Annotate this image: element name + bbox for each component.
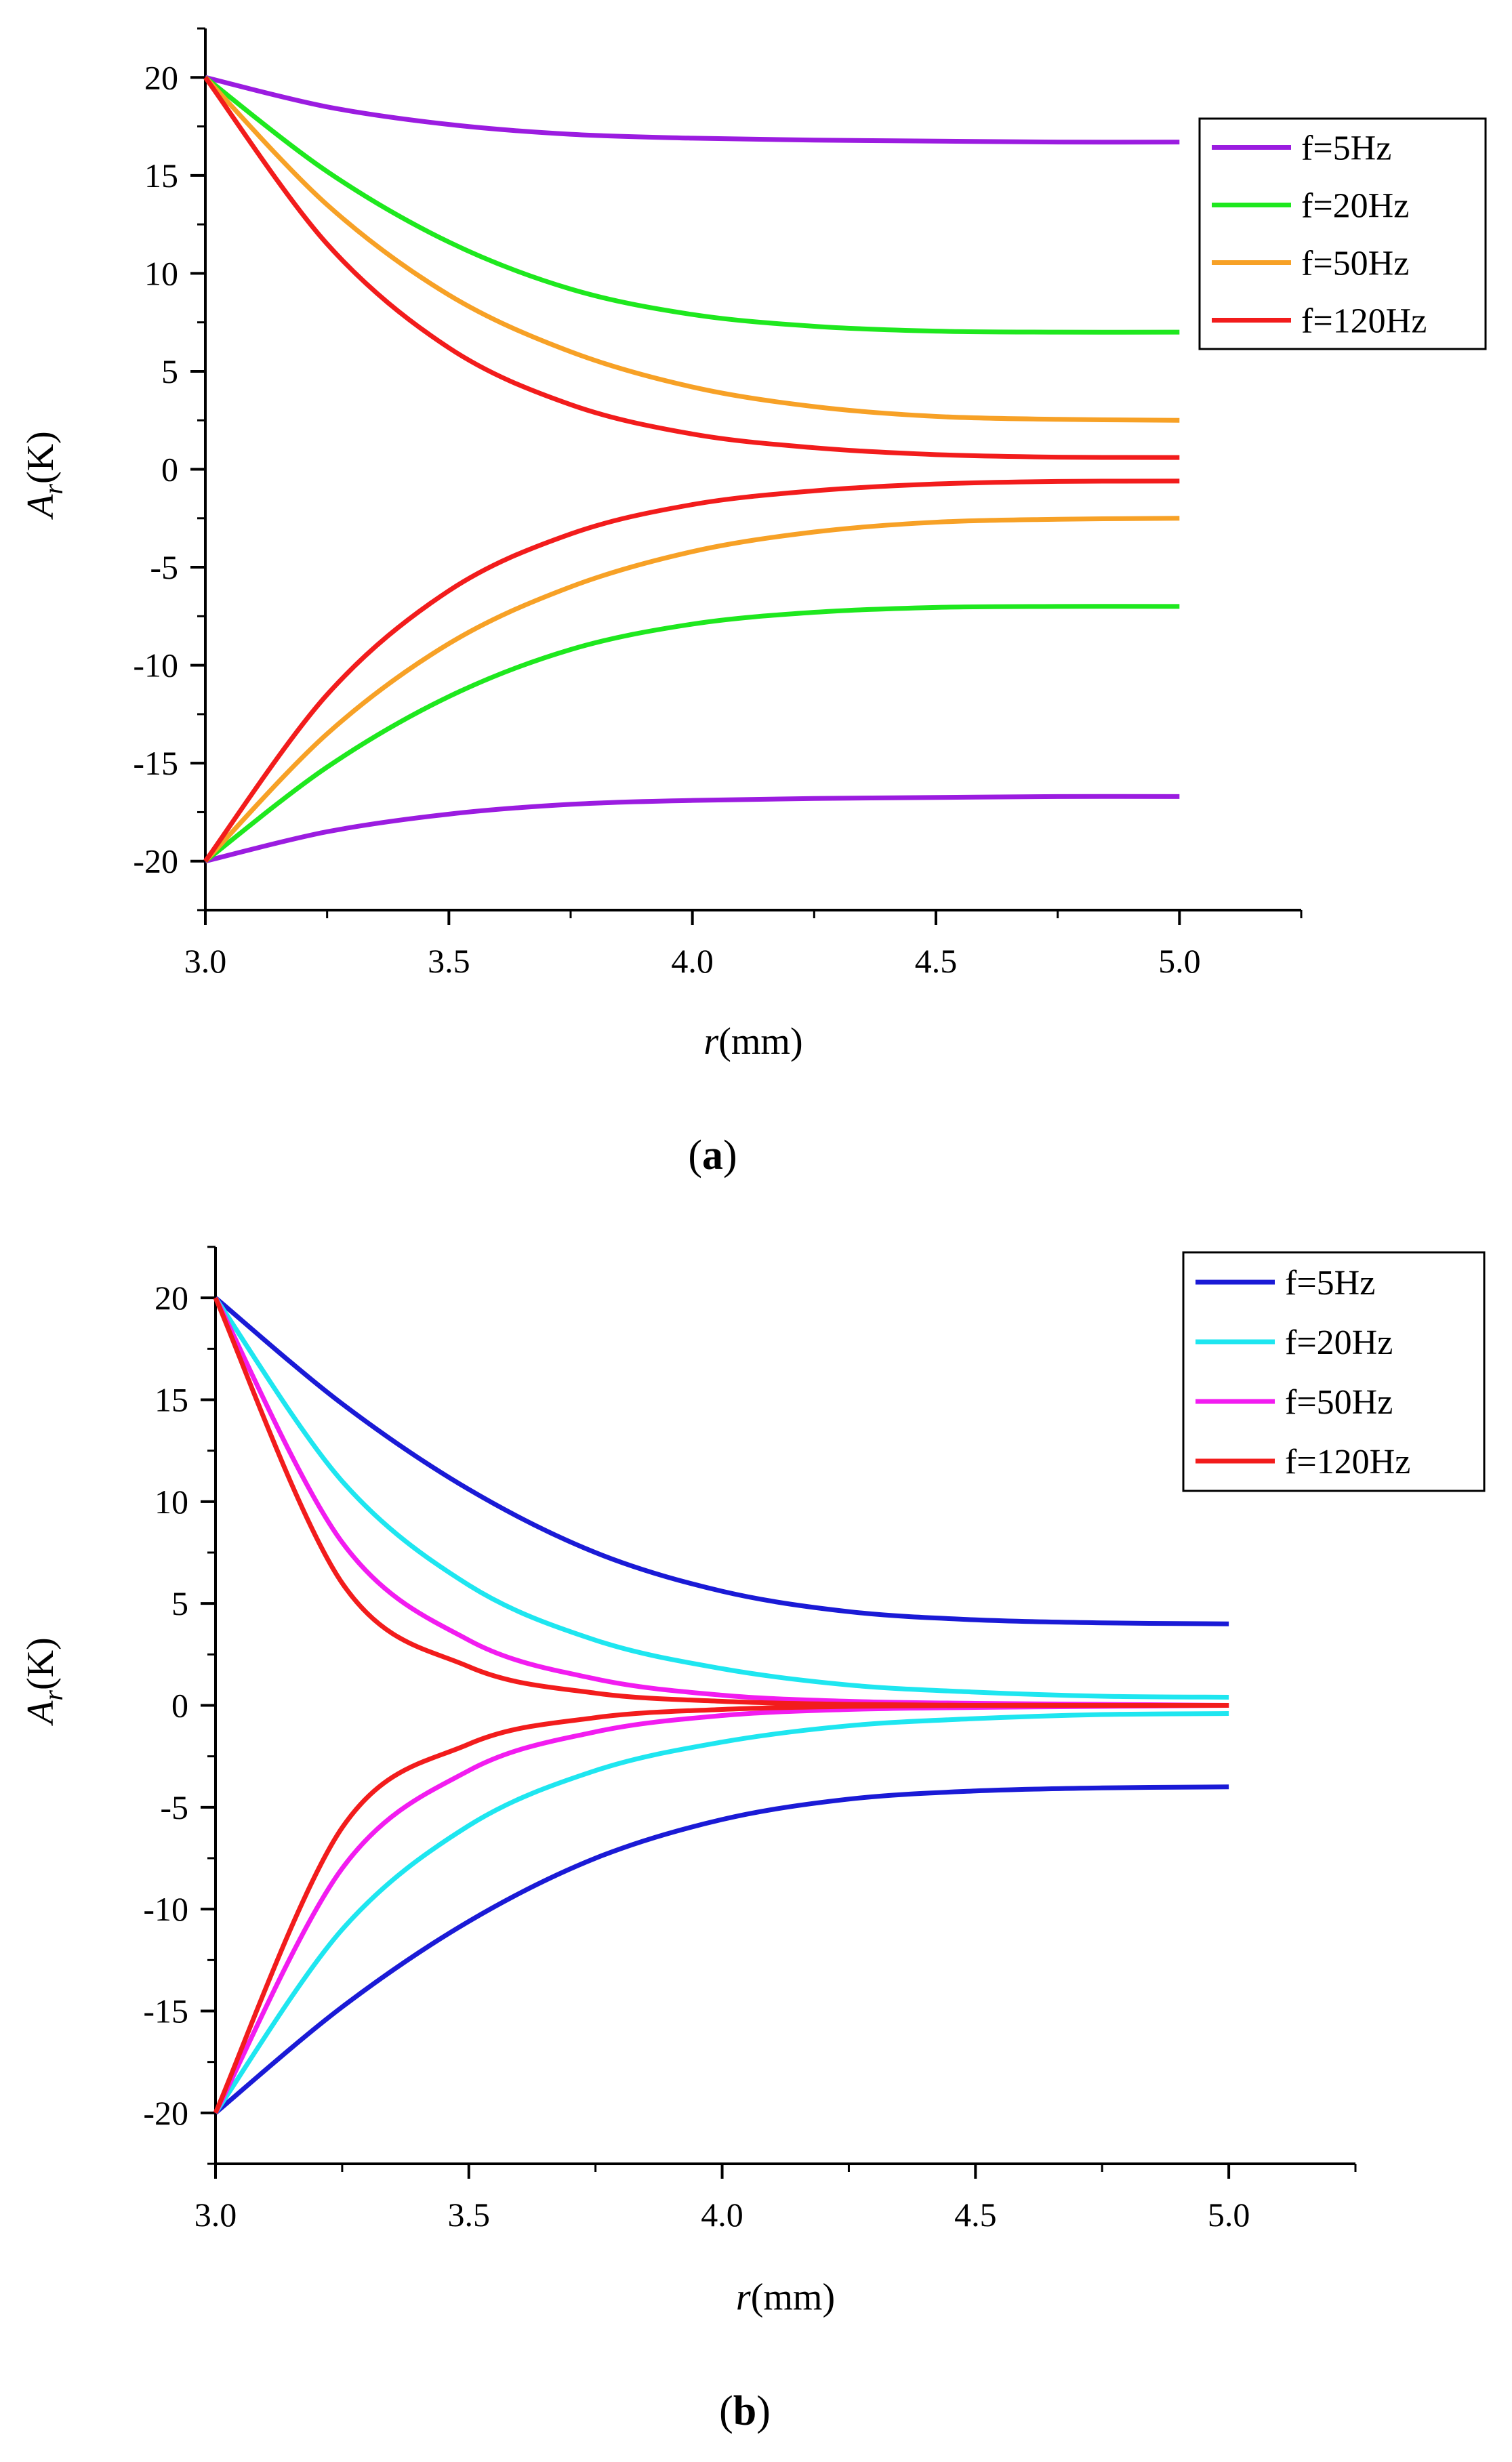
panel-a-legend-label: f=120Hz xyxy=(1301,302,1427,341)
panel-b-series-f50hz-lower xyxy=(213,1703,1229,2114)
panel-a-x-tick-label: 4.5 xyxy=(915,942,958,980)
panel-a-y-tick-label: -10 xyxy=(133,647,178,684)
panel-a-series-f5hz-lower xyxy=(205,794,1180,864)
panel-b: 20 15 10 5 0 -5 -10 -15 -20 3.0 3.5 4.0 4.5 5.0 r(mm) A… xyxy=(20,1246,1486,2434)
panel-b-series-f5hz-lower xyxy=(213,1784,1229,2115)
panel-a-y-tick-label: -15 xyxy=(133,744,178,782)
panel-a-x-axis-label: r(mm) xyxy=(703,1021,802,1063)
panel-a-legend: f=5Hz f=20Hz f=50Hz f=120Hz xyxy=(1198,117,1487,350)
panel-a-legend-label: f=5Hz xyxy=(1301,129,1391,168)
panel-a-x-tick-label: 5.0 xyxy=(1158,942,1201,980)
panel-b-x-tick-label: 3.5 xyxy=(448,2196,491,2234)
panel-a-x-tick-label: 3.0 xyxy=(184,942,227,980)
panel-a-series-f20hz-lower xyxy=(203,604,1180,863)
panel-b-x-axis-label: r(mm) xyxy=(736,2276,835,2318)
panel-a-series-f120hz-lower xyxy=(203,478,1180,863)
panel-b-legend-box xyxy=(1182,1251,1486,1492)
panel-b-series-f120hz-lower xyxy=(213,1702,1229,2114)
panel-b-caption: (b) xyxy=(719,2388,771,2434)
panel-b-x-tick-label: 5.0 xyxy=(1208,2196,1250,2234)
panel-a-series-f50hz-upper xyxy=(203,75,1180,423)
panel-b-y-tick-label: 0 xyxy=(171,1687,188,1725)
panel-b-x-tick-label: 4.5 xyxy=(954,2196,997,2234)
panel-a-x-tick-label: 4.0 xyxy=(671,942,714,980)
panel-a-y-tick-label: 10 xyxy=(144,254,178,292)
panel-b-series-f120hz-upper xyxy=(213,1296,1229,1708)
panel-a-y-tick-label: 0 xyxy=(161,451,178,489)
panel-b-y-tick-label: -10 xyxy=(143,1890,188,1928)
panel-a-legend-box xyxy=(1198,117,1487,350)
panel-a-y-tick-label: 15 xyxy=(144,157,178,194)
panel-a-y-tick-label: -20 xyxy=(133,842,178,880)
panel-b-legend-label: f=20Hz xyxy=(1285,1324,1393,1362)
panel-b-y-tick-label: 10 xyxy=(155,1483,188,1521)
panel-b-x-tick-label: 4.0 xyxy=(701,2196,743,2234)
panel-b-y-axis-label: Ar(K) xyxy=(20,1637,68,1727)
panel-a-series-f20hz-upper xyxy=(203,75,1180,335)
panel-b-series-f20hz-lower xyxy=(213,1711,1229,2114)
panel-a-series-f120hz-upper xyxy=(203,76,1180,460)
panel-b-series-f50hz-upper xyxy=(213,1296,1229,1708)
panel-a-series-f50hz-lower xyxy=(203,516,1180,863)
panel-a-caption: (a) xyxy=(688,1132,737,1178)
panel-b-y-tick-label: -20 xyxy=(143,2094,188,2132)
panel-a-y-axis-label: Ar(K) xyxy=(20,431,68,520)
panel-b-y-tick-label: 15 xyxy=(155,1381,188,1419)
panel-a: 20 15 10 5 0 -5 -10 -15 -20 3.0 3.5 4.0 4.5 5.0 r(mm) A… xyxy=(20,27,1487,1178)
panel-a-series-f5hz-upper xyxy=(205,75,1180,145)
panel-b-series-f5hz-upper xyxy=(213,1296,1229,1626)
panel-a-y-tick-label: 5 xyxy=(161,352,178,390)
panel-a-legend-label: f=20Hz xyxy=(1301,187,1409,226)
panel-b-legend: f=5Hz f=20Hz f=50Hz f=120Hz xyxy=(1182,1251,1486,1492)
panel-b-y-tick-label: -5 xyxy=(160,1788,188,1826)
panel-b-legend-label: f=5Hz xyxy=(1285,1264,1375,1302)
panel-b-y-tick-label: 5 xyxy=(171,1584,188,1622)
panel-b-series-f20hz-upper xyxy=(213,1296,1229,1700)
panel-b-legend-label: f=50Hz xyxy=(1285,1383,1393,1422)
panel-a-y-tick-label: -5 xyxy=(150,548,178,586)
panel-b-y-tick-label: 20 xyxy=(155,1279,188,1317)
panel-b-x-tick-label: 3.0 xyxy=(195,2196,237,2234)
panel-a-legend-label: f=50Hz xyxy=(1301,245,1409,283)
panel-b-y-tick-label: -15 xyxy=(143,1992,188,2030)
panel-a-x-tick-label: 3.5 xyxy=(428,942,470,980)
panel-a-y-tick-label: 20 xyxy=(144,58,178,96)
panel-b-legend-label: f=120Hz xyxy=(1285,1443,1410,1481)
